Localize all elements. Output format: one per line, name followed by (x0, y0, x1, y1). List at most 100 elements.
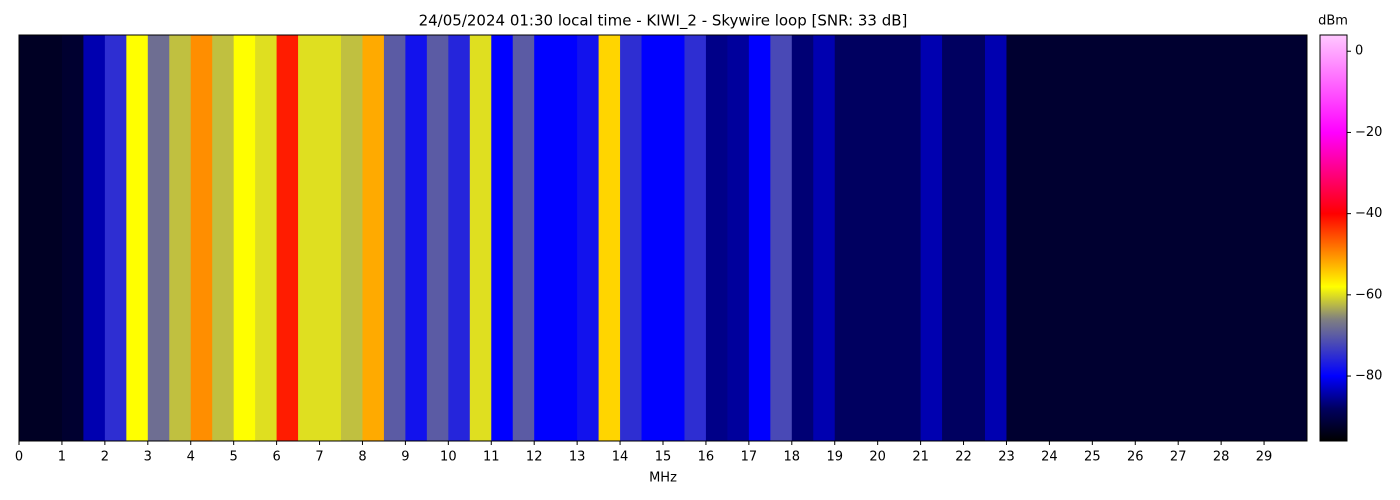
chart-title: 24/05/2024 01:30 local time - KIWI_2 - S… (419, 12, 908, 31)
spectrum-column (362, 35, 385, 441)
spectrum-column (748, 35, 771, 441)
spectrum-column (1092, 35, 1115, 441)
x-tick-label: 23 (998, 450, 1015, 465)
x-tick-label: 8 (358, 450, 366, 465)
x-tick-label: 1 (58, 450, 66, 465)
spectrum-column (791, 35, 814, 441)
spectrum-column (684, 35, 707, 441)
x-tick-label: 7 (315, 450, 323, 465)
spectrum-column (426, 35, 449, 441)
spectrum-column (512, 35, 535, 441)
spectrum-column (341, 35, 363, 441)
spectrum-column (19, 35, 41, 441)
x-tick-label: 29 (1256, 450, 1273, 465)
spectrum-column (1285, 35, 1308, 441)
x-tick-label: 26 (1127, 450, 1144, 465)
spectrum-column (61, 35, 84, 441)
x-tick-label: 24 (1041, 450, 1058, 465)
x-tick-label: 22 (955, 450, 972, 465)
spectrum-column (104, 35, 127, 441)
spectrum-column (126, 35, 149, 441)
spectrum-column (856, 35, 879, 441)
x-tick-label: 5 (230, 450, 238, 465)
spectrum-column (834, 35, 857, 441)
x-tick-label: 19 (826, 450, 843, 465)
x-tick-label: 21 (912, 450, 929, 465)
x-tick-label: 10 (440, 450, 457, 465)
x-tick-label: 0 (15, 450, 23, 465)
spectrum-column (469, 35, 492, 441)
spectrum-column (405, 35, 428, 441)
x-tick-label: 16 (698, 450, 715, 465)
spectrum-column (1049, 35, 1072, 441)
x-tick-label: 27 (1170, 450, 1187, 465)
colorbar (1319, 34, 1348, 442)
x-tick-label: 9 (401, 450, 409, 465)
spectrum-column (383, 35, 406, 441)
x-tick-label: 17 (741, 450, 758, 465)
x-tick-label: 14 (612, 450, 629, 465)
spectrum-column (319, 35, 342, 441)
spectrum-column (83, 35, 106, 441)
spectrum-column (577, 35, 600, 441)
spectrum-column (169, 35, 192, 441)
x-tick-label: 4 (187, 450, 195, 465)
spectrum-column (255, 35, 278, 441)
x-tick-label: 13 (569, 450, 586, 465)
spectrum-column (555, 35, 578, 441)
spectrum-column (985, 35, 1007, 441)
colorbar-tick-label: −60 (1355, 287, 1382, 302)
spectrum-column (1027, 35, 1050, 441)
x-tick-label: 2 (101, 450, 109, 465)
x-tick-label: 25 (1084, 450, 1101, 465)
spectrum-column (620, 35, 643, 441)
spectrum-column (40, 35, 63, 441)
spectrum-column (147, 35, 170, 441)
spectrum-column (963, 35, 986, 441)
spectrum-column (1199, 35, 1222, 441)
x-axis-label: MHz (649, 471, 677, 486)
x-tick-label: 6 (272, 450, 280, 465)
x-tick-label: 11 (483, 450, 500, 465)
spectrum-column (276, 35, 299, 441)
colorbar-tick-label: 0 (1355, 44, 1363, 59)
spectrum-column (1264, 35, 1287, 441)
spectrum-column (212, 35, 235, 441)
spectrum-column (1113, 35, 1136, 441)
spectrum-column (598, 35, 621, 441)
spectrum-column (942, 35, 965, 441)
x-tick-label: 12 (526, 450, 543, 465)
spectrum-column (813, 35, 836, 441)
x-tick-label: 20 (869, 450, 886, 465)
spectrum-column (641, 35, 664, 441)
spectrum-column (1135, 35, 1158, 441)
spectrum-column (920, 35, 943, 441)
spectrum-column (534, 35, 557, 441)
spectrum-column (705, 35, 728, 441)
spectrum-column (663, 35, 685, 441)
spectrum-column (727, 35, 750, 441)
spectrum-column (1070, 35, 1093, 441)
spectrum-column (770, 35, 793, 441)
colorbar-tick-label: −40 (1355, 206, 1382, 221)
spectrum-column (899, 35, 922, 441)
x-tick-label: 28 (1213, 450, 1230, 465)
x-tick-label: 3 (144, 450, 152, 465)
colorbar-tick-label: −20 (1355, 125, 1382, 140)
spectrum-column (1156, 35, 1179, 441)
spectrum-column (298, 35, 321, 441)
spectrum-column (448, 35, 471, 441)
colorbar-label: dBm (1318, 14, 1348, 29)
spectrum-column (1221, 35, 1244, 441)
spectrum-column (491, 35, 514, 441)
x-tick-label: 15 (655, 450, 672, 465)
spectrum-column (1242, 35, 1265, 441)
x-tick-label: 18 (784, 450, 801, 465)
spectrum-column (1006, 35, 1029, 441)
spectrum-column (877, 35, 900, 441)
spectrum-column (190, 35, 213, 441)
colorbar-tick-label: −80 (1355, 369, 1382, 384)
spectrum-column (233, 35, 256, 441)
